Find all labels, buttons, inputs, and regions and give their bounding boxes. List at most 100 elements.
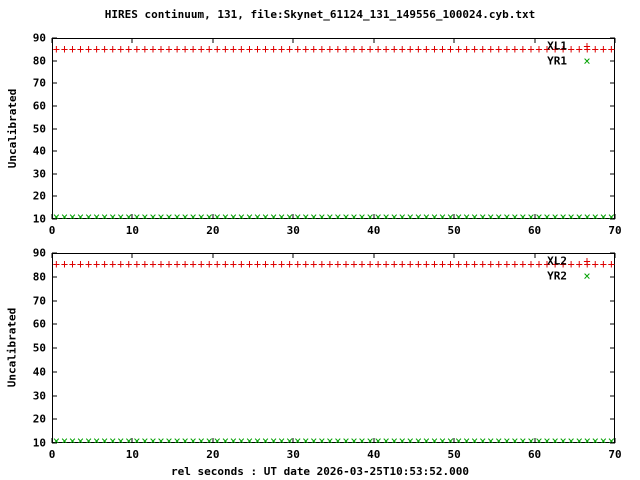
data-point-marker: × bbox=[109, 209, 117, 219]
data-point-marker: + bbox=[519, 257, 527, 272]
data-point-marker: + bbox=[221, 41, 229, 56]
data-point-marker: + bbox=[149, 257, 157, 272]
x-axis-label: rel seconds : UT date 2026-03-25T10:53:5… bbox=[170, 465, 469, 478]
y-tick-mark bbox=[52, 300, 57, 301]
y-tick-mark bbox=[52, 195, 57, 197]
data-point-marker: + bbox=[334, 257, 342, 272]
data-point-marker: + bbox=[310, 257, 318, 272]
data-point-marker: + bbox=[76, 41, 85, 56]
data-point-marker: × bbox=[189, 433, 197, 443]
data-point-marker: + bbox=[84, 257, 93, 272]
data-point-marker: × bbox=[269, 433, 278, 443]
y-tick-mark bbox=[610, 173, 615, 175]
data-point-marker: × bbox=[101, 209, 109, 219]
data-point-marker: + bbox=[495, 41, 503, 56]
data-point-marker: × bbox=[76, 433, 85, 443]
data-point-marker: + bbox=[374, 257, 382, 272]
data-point-marker: + bbox=[294, 41, 302, 56]
x-tick-mark bbox=[51, 438, 53, 443]
y-tick-label: 70 bbox=[32, 294, 46, 307]
data-point-marker: + bbox=[133, 257, 141, 272]
data-point-marker: + bbox=[487, 41, 495, 56]
x-tick-mark bbox=[131, 214, 133, 219]
legend-marker-xl1: + bbox=[583, 39, 591, 53]
y-tick-label: 20 bbox=[32, 412, 46, 426]
data-point-marker: + bbox=[117, 41, 125, 56]
y-tick-label: 30 bbox=[32, 389, 46, 402]
data-point-marker: + bbox=[318, 41, 326, 56]
data-point-marker: × bbox=[229, 433, 237, 443]
data-point-marker: + bbox=[197, 257, 205, 272]
x-tick-mark bbox=[51, 214, 53, 219]
data-point-marker: + bbox=[125, 41, 133, 56]
data-point-marker: × bbox=[390, 433, 398, 443]
data-point-marker: × bbox=[334, 209, 342, 219]
y-tick-label: 60 bbox=[32, 99, 46, 113]
data-point-marker: × bbox=[261, 209, 270, 219]
x-tick-label: 30 bbox=[286, 224, 300, 237]
y-tick-mark bbox=[610, 276, 615, 278]
data-point-marker: × bbox=[358, 209, 366, 219]
data-point-marker: × bbox=[84, 209, 93, 219]
data-point-marker: + bbox=[422, 41, 431, 56]
x-tick-mark bbox=[373, 38, 375, 43]
data-point-marker: + bbox=[575, 257, 583, 272]
data-point-marker: × bbox=[310, 433, 318, 443]
data-point-marker: + bbox=[567, 257, 575, 272]
y-tick-mark bbox=[52, 82, 57, 84]
data-point-marker: + bbox=[101, 41, 109, 56]
data-point-marker: + bbox=[310, 41, 318, 56]
data-point-marker: + bbox=[237, 257, 246, 272]
data-point-marker: × bbox=[591, 209, 599, 219]
data-point-marker: × bbox=[559, 209, 567, 219]
data-point-marker: × bbox=[430, 209, 439, 219]
data-point-marker: + bbox=[414, 257, 422, 272]
data-point-marker: + bbox=[141, 257, 149, 272]
x-tick-label: 10 bbox=[125, 224, 140, 237]
data-point-marker: + bbox=[567, 41, 575, 56]
data-point-marker: + bbox=[358, 257, 366, 272]
data-point-marker: × bbox=[583, 433, 591, 443]
data-point-marker: + bbox=[342, 41, 350, 56]
y-tick-mark bbox=[610, 60, 615, 62]
data-point-marker: + bbox=[374, 41, 382, 56]
x-tick-mark bbox=[534, 214, 536, 219]
data-point-marker: + bbox=[229, 41, 237, 56]
data-point-marker: × bbox=[318, 209, 326, 219]
data-point-marker: + bbox=[205, 41, 213, 56]
data-point-marker: + bbox=[398, 41, 406, 56]
data-point-marker: + bbox=[68, 257, 77, 272]
data-point-marker: + bbox=[269, 41, 278, 56]
data-point-marker: + bbox=[334, 41, 342, 56]
data-point-marker: + bbox=[109, 257, 117, 272]
data-point-marker: + bbox=[503, 41, 511, 56]
data-point-marker: × bbox=[68, 433, 77, 443]
data-point-marker: + bbox=[446, 41, 455, 56]
data-point-marker: + bbox=[527, 257, 535, 272]
data-point-marker: + bbox=[197, 41, 205, 56]
data-point-marker: × bbox=[294, 209, 302, 219]
data-point-marker: × bbox=[334, 433, 342, 443]
data-point-marker: × bbox=[495, 433, 503, 443]
data-point-marker: × bbox=[390, 209, 398, 219]
data-point-marker: × bbox=[422, 209, 431, 219]
x-tick-mark bbox=[534, 253, 536, 258]
data-point-marker: + bbox=[487, 257, 495, 272]
x-tick-label: 10 bbox=[125, 448, 140, 461]
x-tick-mark bbox=[51, 253, 53, 258]
data-point-marker: + bbox=[479, 257, 487, 272]
data-point-marker: × bbox=[487, 433, 495, 443]
data-point-marker: + bbox=[277, 41, 286, 56]
data-point-marker: × bbox=[382, 433, 390, 443]
y-tick-mark bbox=[610, 82, 615, 84]
chart-panel-2: + + + + + + + + + + + + + + + + + + + + + + + + + + + + + + + + + + + + + + + +… bbox=[33, 247, 622, 462]
legend-marker-yr1: × bbox=[583, 54, 591, 68]
data-point-marker: + bbox=[503, 257, 511, 272]
data-point-marker: × bbox=[543, 209, 551, 219]
y-tick-mark bbox=[52, 173, 57, 175]
data-point-marker: + bbox=[535, 41, 543, 56]
x-tick-mark bbox=[292, 253, 294, 258]
data-point-marker: + bbox=[462, 257, 471, 272]
data-point-marker: + bbox=[519, 41, 527, 56]
data-point-marker: × bbox=[213, 433, 221, 443]
